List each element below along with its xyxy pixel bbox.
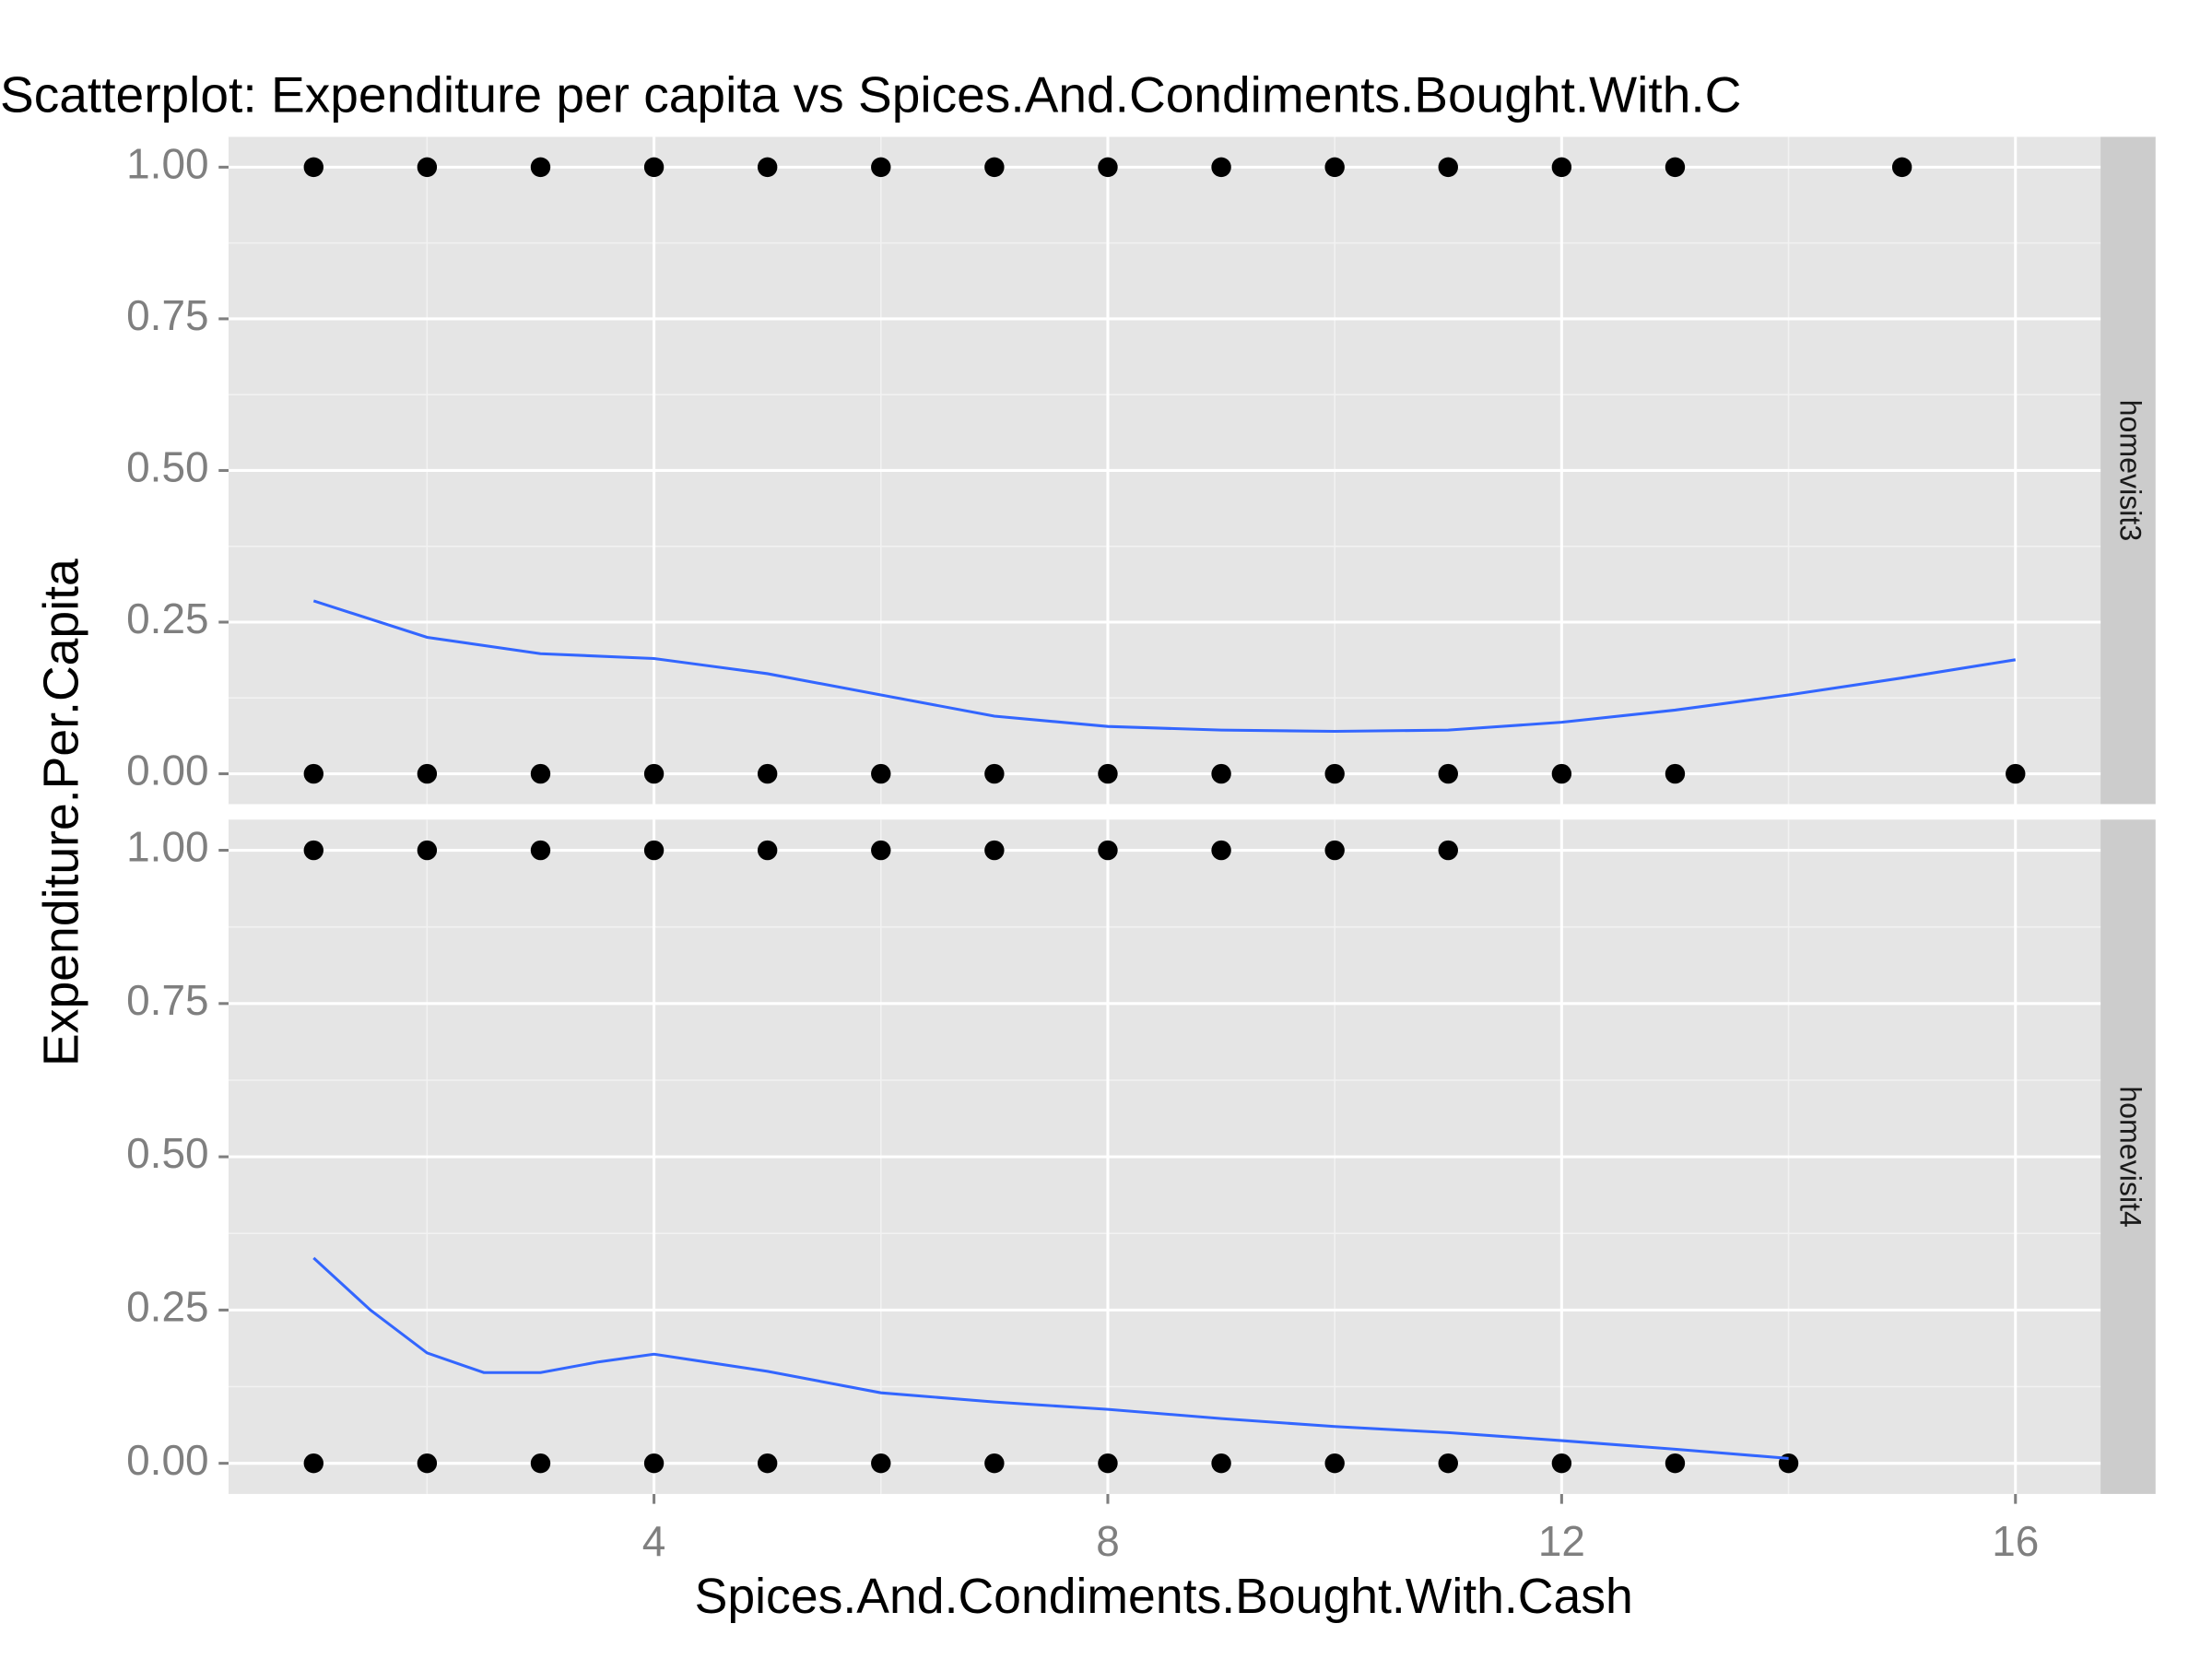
x-tick-label: 4 [642, 1517, 666, 1565]
y-axis-title: Expenditure.Per.Capita [35, 559, 89, 1066]
point [530, 1453, 551, 1474]
point [1551, 763, 1572, 784]
point [417, 763, 438, 784]
point [757, 1453, 778, 1474]
y-tick-label: 0.00 [126, 1436, 208, 1484]
strip-background [2100, 819, 2156, 1494]
point [530, 840, 551, 861]
smooth-line [312, 599, 2016, 734]
x-tick-label: 8 [1096, 1517, 1120, 1565]
point [871, 157, 891, 178]
point [1438, 763, 1458, 784]
point [1438, 840, 1458, 861]
y-tick-label: 0.25 [126, 594, 208, 642]
y-tick-label: 0.50 [126, 443, 208, 491]
y-tick-label: 0.00 [126, 747, 208, 794]
point [1211, 157, 1231, 178]
point [1665, 763, 1686, 784]
point [303, 157, 324, 178]
point [1098, 763, 1118, 784]
point [1098, 1453, 1118, 1474]
point [643, 157, 665, 178]
point [1438, 157, 1458, 178]
point [1098, 840, 1118, 861]
y-tick-label: 0.25 [126, 1283, 208, 1331]
point [1324, 1453, 1345, 1474]
point [1324, 840, 1345, 861]
point [1551, 157, 1572, 178]
panel-marks [303, 157, 2026, 784]
point [871, 840, 891, 861]
point [1778, 1453, 1799, 1474]
point [1211, 840, 1231, 861]
x-axis-title: Spices.And.Condiments.Bought.With.Cash [695, 1570, 1633, 1624]
point [1551, 1453, 1572, 1474]
point [984, 157, 1005, 178]
point [1211, 1453, 1231, 1474]
point [303, 763, 324, 784]
point [303, 840, 324, 861]
y-tick-label: 1.00 [126, 823, 208, 871]
point [757, 840, 778, 861]
strip-background [2100, 136, 2156, 805]
strip-label: homevisit4 [2113, 1086, 2147, 1228]
point [303, 1453, 324, 1474]
x-tick-label: 12 [1538, 1517, 1585, 1565]
y-tick-label: 0.50 [126, 1129, 208, 1177]
point [530, 763, 551, 784]
point [984, 1453, 1005, 1474]
y-tick-label: 0.75 [126, 976, 208, 1024]
point [1324, 763, 1345, 784]
point [1438, 1453, 1458, 1474]
point [643, 763, 665, 784]
point [530, 157, 551, 178]
point [417, 157, 438, 178]
point [871, 1453, 891, 1474]
point [417, 1453, 438, 1474]
point [1211, 763, 1231, 784]
y-tick-label: 1.00 [126, 140, 208, 188]
point [2006, 763, 2026, 784]
point [1891, 157, 1912, 178]
point [1665, 157, 1686, 178]
chart-title: Scatterplot: Expenditure per capita vs S… [0, 66, 1741, 124]
point [757, 157, 778, 178]
point [984, 840, 1005, 861]
y-tick-label: 0.75 [126, 291, 208, 339]
point [984, 763, 1005, 784]
smooth-line [312, 1256, 1789, 1460]
point [871, 763, 891, 784]
point [1324, 157, 1345, 178]
strip-label: homevisit3 [2113, 400, 2147, 542]
point [417, 840, 438, 861]
x-tick-label: 16 [1992, 1517, 2039, 1565]
panel-marks [303, 840, 1799, 1474]
point [757, 763, 778, 784]
point [1665, 1453, 1686, 1474]
point [643, 1453, 665, 1474]
point [643, 840, 665, 861]
point [1098, 157, 1118, 178]
